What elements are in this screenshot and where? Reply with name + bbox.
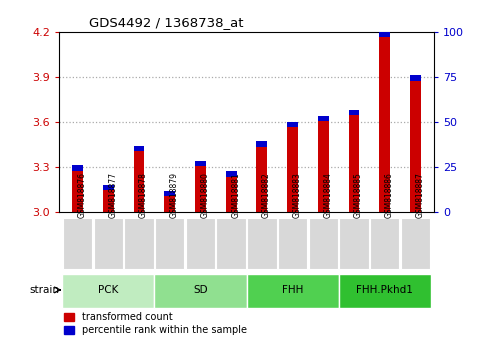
Text: GSM818877: GSM818877: [108, 172, 117, 218]
Text: GDS4492 / 1368738_at: GDS4492 / 1368738_at: [89, 16, 244, 29]
Bar: [134, 146, 144, 151]
Text: GSM818887: GSM818887: [416, 172, 424, 218]
Bar: [349, 110, 359, 115]
FancyBboxPatch shape: [278, 218, 307, 269]
Text: GSM818883: GSM818883: [292, 172, 302, 218]
Bar: [287, 122, 298, 127]
Bar: [226, 171, 237, 177]
FancyBboxPatch shape: [309, 218, 338, 269]
Bar: [164, 191, 175, 212]
FancyBboxPatch shape: [94, 218, 123, 269]
Bar: [72, 165, 83, 212]
FancyBboxPatch shape: [339, 218, 369, 269]
Bar: [256, 141, 267, 147]
FancyBboxPatch shape: [246, 274, 339, 308]
Bar: [164, 191, 175, 196]
FancyBboxPatch shape: [370, 218, 399, 269]
Bar: [410, 75, 421, 212]
Bar: [287, 122, 298, 212]
FancyBboxPatch shape: [216, 218, 246, 269]
Bar: [103, 185, 114, 190]
Bar: [195, 161, 206, 212]
Bar: [134, 146, 144, 212]
FancyBboxPatch shape: [247, 218, 277, 269]
FancyBboxPatch shape: [401, 218, 430, 269]
FancyBboxPatch shape: [155, 218, 184, 269]
Bar: [195, 161, 206, 166]
Text: SD: SD: [193, 285, 208, 295]
Text: GSM818880: GSM818880: [201, 172, 210, 218]
Legend: transformed count, percentile rank within the sample: transformed count, percentile rank withi…: [64, 312, 246, 335]
Bar: [318, 116, 329, 121]
FancyBboxPatch shape: [154, 274, 246, 308]
Text: GSM818876: GSM818876: [77, 172, 87, 218]
Text: GSM818882: GSM818882: [262, 172, 271, 218]
Bar: [72, 165, 83, 171]
Text: FHH: FHH: [282, 285, 303, 295]
Text: GSM818881: GSM818881: [231, 172, 240, 218]
FancyBboxPatch shape: [124, 218, 154, 269]
Text: GSM818884: GSM818884: [323, 172, 332, 218]
FancyBboxPatch shape: [186, 218, 215, 269]
Bar: [226, 171, 237, 212]
Bar: [103, 185, 114, 212]
Bar: [318, 116, 329, 212]
Bar: [379, 32, 390, 37]
Text: GSM818885: GSM818885: [354, 172, 363, 218]
Bar: [256, 141, 267, 212]
FancyBboxPatch shape: [62, 274, 154, 308]
Bar: [410, 75, 421, 81]
Text: GSM818879: GSM818879: [170, 172, 179, 218]
Bar: [379, 32, 390, 212]
Text: GSM818878: GSM818878: [139, 172, 148, 218]
Text: GSM818886: GSM818886: [385, 172, 394, 218]
Text: FHH.Pkhd1: FHH.Pkhd1: [356, 285, 413, 295]
Text: strain: strain: [30, 285, 60, 295]
FancyBboxPatch shape: [63, 218, 92, 269]
FancyBboxPatch shape: [339, 274, 431, 308]
Text: PCK: PCK: [98, 285, 118, 295]
Bar: [349, 110, 359, 212]
